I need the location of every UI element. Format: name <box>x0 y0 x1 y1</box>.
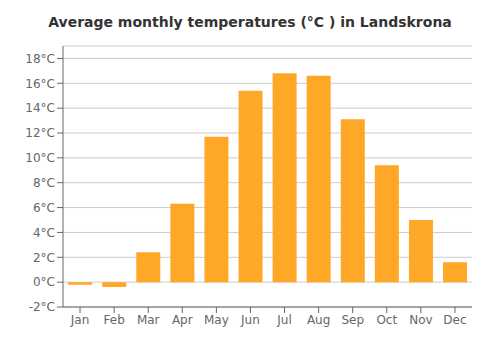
svg-text:18°C: 18°C <box>25 52 55 66</box>
svg-text:Oct: Oct <box>376 313 397 327</box>
svg-text:6°C: 6°C <box>33 201 55 215</box>
svg-text:Feb: Feb <box>104 313 125 327</box>
svg-text:Mar: Mar <box>137 313 160 327</box>
svg-text:Apr: Apr <box>172 313 193 327</box>
svg-text:16°C: 16°C <box>25 77 55 91</box>
svg-text:4°C: 4°C <box>33 226 55 240</box>
svg-text:0°C: 0°C <box>33 275 55 289</box>
svg-text:8°C: 8°C <box>33 176 55 190</box>
svg-text:12°C: 12°C <box>25 126 55 140</box>
svg-text:2°C: 2°C <box>33 251 55 265</box>
svg-text:14°C: 14°C <box>25 101 55 115</box>
svg-text:10°C: 10°C <box>25 151 55 165</box>
html-text:Average monthly temperatures (: Average monthly temperatures (°C ) in La… <box>48 14 452 30</box>
svg-text:Dec: Dec <box>443 313 466 327</box>
svg-text:Jun: Jun <box>240 313 260 327</box>
svg-text:-2°C: -2°C <box>29 300 55 314</box>
svg-text:Aug: Aug <box>307 313 330 327</box>
svg-text:Jul: Jul <box>276 313 291 327</box>
svg-text:Nov: Nov <box>409 313 432 327</box>
svg-text:May: May <box>204 313 229 327</box>
svg-text:Jan: Jan <box>70 313 90 327</box>
svg-text:Sep: Sep <box>341 313 364 327</box>
